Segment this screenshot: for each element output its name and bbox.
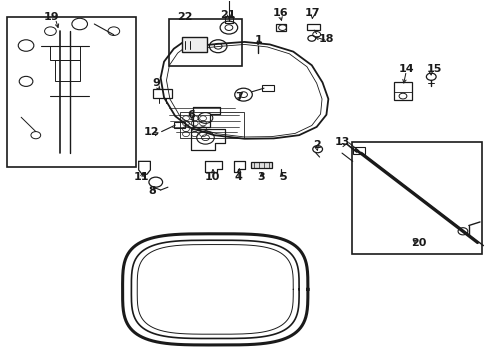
Text: 13: 13 xyxy=(334,138,349,147)
Text: 22: 22 xyxy=(177,12,192,22)
Bar xyxy=(6,17,136,167)
Text: 19: 19 xyxy=(44,12,60,22)
Text: 15: 15 xyxy=(426,64,442,74)
Text: 20: 20 xyxy=(410,238,426,248)
Text: 18: 18 xyxy=(318,34,333,44)
Bar xyxy=(224,16,232,23)
Bar xyxy=(173,122,184,128)
Bar xyxy=(393,82,411,100)
Text: 2: 2 xyxy=(312,140,320,150)
Text: 1: 1 xyxy=(254,35,262,45)
Bar xyxy=(180,112,243,138)
Bar xyxy=(169,19,241,66)
Text: 8: 8 xyxy=(148,186,155,196)
Text: 6: 6 xyxy=(186,111,194,121)
Bar xyxy=(306,24,319,30)
Bar xyxy=(181,37,206,52)
Text: 17: 17 xyxy=(305,8,320,18)
Text: 4: 4 xyxy=(234,172,242,182)
Bar xyxy=(250,162,272,168)
Bar xyxy=(351,142,482,253)
Text: 3: 3 xyxy=(257,172,265,182)
Text: 5: 5 xyxy=(278,172,286,182)
Text: 12: 12 xyxy=(144,127,159,137)
Bar xyxy=(352,147,365,154)
Text: 21: 21 xyxy=(219,10,235,20)
Bar xyxy=(153,89,172,98)
Bar xyxy=(261,85,273,91)
Text: 9: 9 xyxy=(152,78,161,88)
Text: 14: 14 xyxy=(398,64,413,74)
Bar xyxy=(50,45,80,60)
Text: 11: 11 xyxy=(133,172,148,182)
Text: 10: 10 xyxy=(204,172,220,182)
Bar xyxy=(275,24,286,31)
Text: 16: 16 xyxy=(272,8,287,18)
Bar xyxy=(55,60,80,81)
Text: 7: 7 xyxy=(234,92,242,102)
